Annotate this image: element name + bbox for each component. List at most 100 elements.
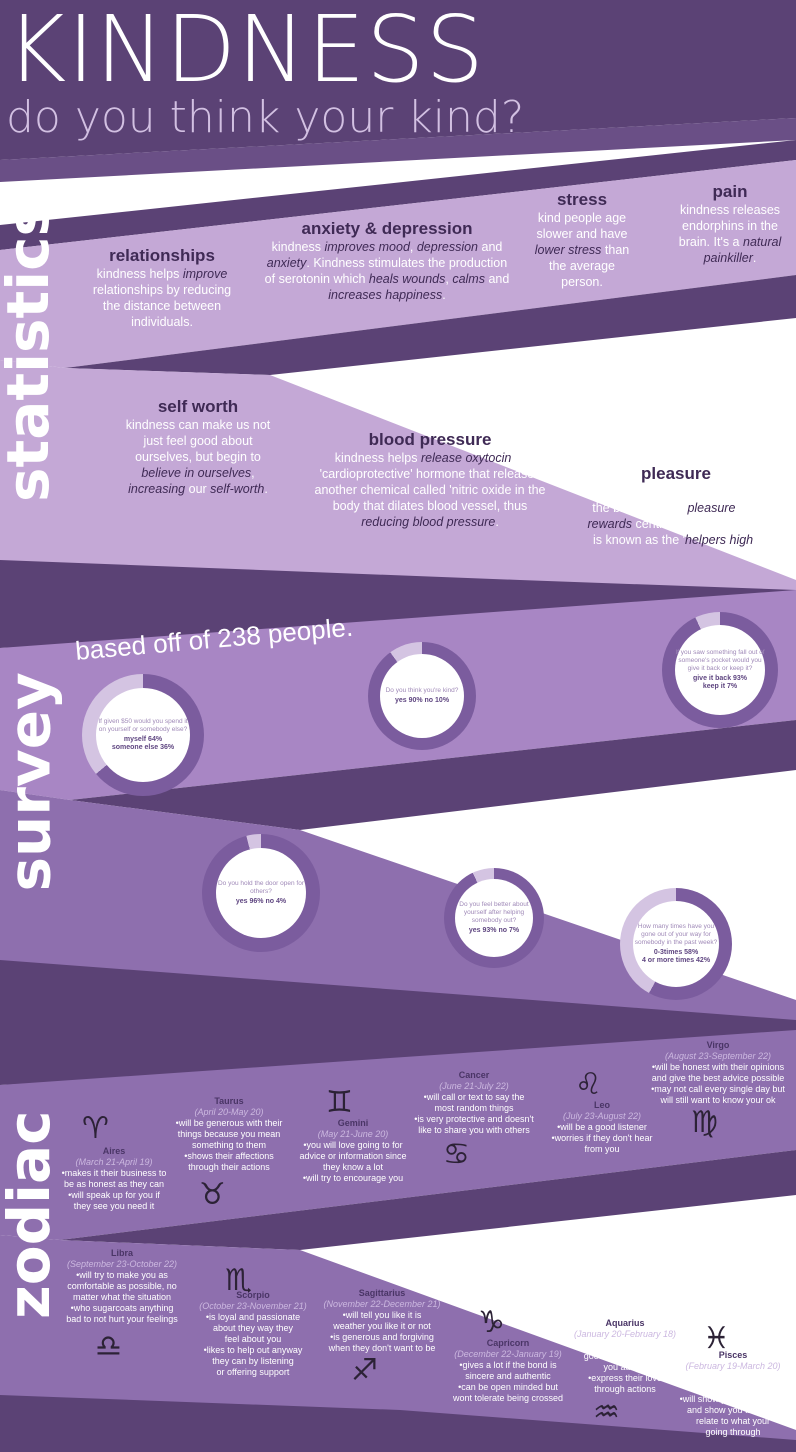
stat-pain-title: pain: [712, 182, 748, 201]
zodiac-band-2: [0, 1235, 796, 1452]
zodiac-trait-line: point across to you: [695, 1383, 771, 1393]
zodiac-trait-line: they can by listening: [212, 1356, 294, 1366]
taurus-icon: ♉: [199, 1177, 226, 1212]
zodiac-trait-line: •will be honest with their opinions: [651, 1062, 785, 1072]
zodiac-trait-line: bad to not hurt your feelings: [66, 1314, 178, 1324]
zodiac-trait-line: •you will love going to for: [303, 1140, 403, 1150]
zodiac-bottom-fold: [0, 1395, 796, 1452]
zodiac-trait-line: most random things: [434, 1103, 514, 1113]
zodiac-trait-line: about they way they: [212, 1323, 294, 1333]
capricorn-icon: ♑: [478, 1305, 505, 1340]
zodiac-name: Libra: [110, 1248, 133, 1258]
zodiac-virgo: Virgo (August 23-September 22) •will be ho…: [640, 1040, 796, 1106]
zodiac-trait-line: •may not call every single day but: [651, 1084, 785, 1094]
zodiac-capricorn: Capricorn (December 22-January 19) •gives …: [446, 1338, 570, 1404]
zodiac-name: Taurus: [214, 1096, 244, 1106]
zodiac-trait-line: •can be open minded but: [458, 1382, 558, 1392]
zodiac-trait-line: •is generous and forgiving: [330, 1332, 434, 1342]
zodiac-trait-line: •is very protective and doesn't: [414, 1114, 534, 1124]
zodiac-sagittarius: Sagittarius (November 22-December 21) •wil…: [316, 1288, 448, 1354]
zodiac-dates: (October 23-November 21): [199, 1301, 307, 1311]
survey-donut-2: Do you think you're kind? yes 90% no 10%: [368, 642, 476, 750]
section-label-survey: survey: [0, 672, 64, 892]
survey-dark-fold-1: [70, 720, 796, 830]
zodiac-trait-line: feel about you: [224, 1334, 282, 1344]
zodiac-dates: (June 21-July 22): [439, 1081, 509, 1091]
zodiac-name: Sagittarius: [358, 1288, 406, 1298]
stat-selfworth-title: self worth: [157, 397, 239, 416]
donut-label: Do you think you're kind? yes 90% no 10%: [380, 654, 464, 738]
zodiac-dates: (December 22-January 19): [454, 1349, 562, 1359]
survey-donut-1: If given $50 would you spend it on yours…: [82, 674, 204, 796]
aquarius-icon: ♒: [593, 1395, 620, 1430]
zodiac-trait-line: through their actions: [188, 1162, 270, 1172]
page-title: KINDNESS: [6, 0, 485, 103]
zodiac-dates: (March 21-April 19): [75, 1157, 153, 1167]
gemini-icon: ♊: [326, 1085, 353, 1120]
zodiac-trait-line: •will call or text to say the: [423, 1092, 525, 1102]
zodiac-trait-line: and give the best advice possible: [651, 1073, 785, 1083]
zodiac-trait-line: relate to what your: [695, 1416, 771, 1426]
zodiac-trait-line: •will be generous with their: [175, 1118, 283, 1128]
zodiac-trait-line: be as honest as they can: [63, 1179, 165, 1189]
zodiac-pisces: Pisces (February 19-March 20) •is not afra…: [670, 1350, 796, 1438]
zodiac-trait-line: through actions: [594, 1384, 656, 1394]
zodiac-trait-line: sincere and authentic: [465, 1371, 551, 1381]
zodiac-scorpio: Scorpio (October 23-November 21) •is loyal…: [192, 1290, 314, 1378]
zodiac-libra: Libra (September 23-October 22) •will try …: [58, 1248, 186, 1325]
scorpio-icon: ♏: [225, 1263, 252, 1298]
zodiac-dates: (February 19-March 20): [685, 1361, 781, 1371]
section-label-zodiac: zodiac: [0, 1110, 63, 1319]
pisces-icon: ♓: [703, 1321, 730, 1356]
zodiac-trait-line: wont tolerate being crossed: [452, 1393, 564, 1403]
zodiac-name: Aires: [102, 1146, 126, 1156]
zodiac-name: Scorpio: [236, 1290, 270, 1300]
zodiac-trait-line: •is not afraid to get their: [685, 1372, 781, 1382]
zodiac-taurus: Taurus (April 20-May 20) •will be generous…: [166, 1096, 292, 1173]
stat-anxiety-title: anxiety & depression: [301, 219, 473, 238]
stat-pain: pain kindness releases endorphins in the…: [670, 182, 790, 266]
zodiac-dates: (August 23-September 22): [664, 1051, 772, 1061]
zodiac-aires: Aires (March 21-April 19) •makes it their …: [52, 1146, 176, 1212]
stat-stress: stress kind people age slower and have l…: [528, 190, 636, 290]
zodiac-name: Pisces: [718, 1350, 748, 1360]
zodiac-trait-line: something to them: [191, 1140, 267, 1150]
zodiac-trait-line: •will counsel you and feels: [572, 1340, 678, 1350]
zodiac-trait-line: •will tell you like it is: [342, 1310, 422, 1320]
zodiac-trait-line: •likes to help out anyway: [203, 1345, 303, 1355]
survey-donut-3: If you saw something fall out of someone…: [662, 612, 778, 728]
stat-relationships-title: relationships: [109, 246, 215, 265]
zodiac-trait-line: •who sugarcoats anything: [70, 1303, 174, 1313]
header-stripe: [0, 118, 796, 182]
zodiac-trait-line: •worries if they don't hear: [551, 1133, 653, 1143]
zodiac-dates: (January 20-February 18): [573, 1329, 677, 1339]
stat-relationships: relationships kindness helps improve rel…: [88, 246, 236, 330]
zodiac-name: Leo: [593, 1100, 610, 1110]
zodiac-trait-line: matter what the situation: [72, 1292, 172, 1302]
aires-icon: ♈: [82, 1111, 109, 1146]
zodiac-trait-line: •will try to make you as: [76, 1270, 168, 1280]
zodiac-leo: Leo (July 23-August 22) •will be a good li…: [544, 1100, 660, 1155]
zodiac-trait-line: things because you mean: [177, 1129, 281, 1139]
section-label-statistics: statistics: [0, 201, 62, 502]
stat-blood-title: blood pressure: [368, 430, 492, 449]
donut-label: If given $50 would you spend it on yours…: [96, 688, 190, 782]
sagittarius-icon: ♐: [351, 1353, 378, 1388]
stat-selfworth: self worth kindness can make us not just…: [118, 397, 278, 497]
zodiac-dates: (July 23-August 22): [562, 1111, 642, 1121]
zodiac-dates: (April 20-May 20): [194, 1107, 264, 1117]
zodiac-trait-line: weather you like it or not: [333, 1321, 431, 1331]
zodiac-trait-line: or offering support: [216, 1367, 290, 1377]
donut-label: Do you feel better about yourself after …: [455, 879, 533, 957]
virgo-icon: ♍: [691, 1105, 718, 1140]
zodiac-trait-line: going through: [705, 1427, 761, 1437]
zodiac-trait-line: you advice: [603, 1362, 647, 1372]
zodiac-trait-line: comfortable as possible, no: [67, 1281, 177, 1291]
stats-dark-edge-top: [0, 140, 796, 250]
stat-pleasure: pleasure elevated levels of dopamine in …: [582, 464, 770, 548]
survey-donut-5: Do you feel better about yourself after …: [444, 868, 544, 968]
zodiac-name: Capricorn: [486, 1338, 530, 1348]
survey-donut-6: How many times have you gone out of your…: [620, 888, 732, 1000]
zodiac-trait-line: good when they give: [583, 1351, 667, 1361]
